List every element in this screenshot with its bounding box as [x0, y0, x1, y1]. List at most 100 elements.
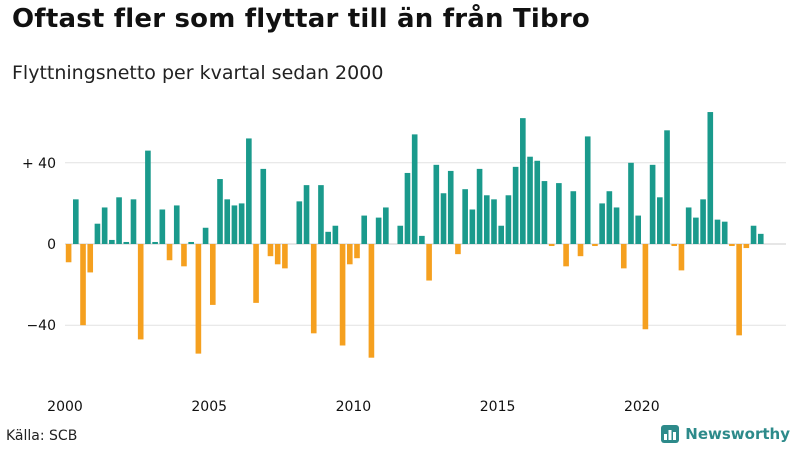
y-axis: −40 0 + 40	[22, 156, 56, 334]
bar	[375, 217, 382, 244]
bar	[94, 223, 101, 244]
bar	[570, 191, 577, 244]
bar	[73, 199, 79, 244]
bar	[700, 199, 706, 244]
bar	[274, 244, 281, 265]
x-tick-label: 2015	[480, 399, 516, 415]
bar	[101, 207, 108, 244]
bar	[137, 244, 144, 340]
source-note: Källa: SCB	[6, 428, 78, 444]
bar	[109, 239, 115, 244]
bar	[678, 244, 685, 271]
bar	[411, 134, 418, 244]
bar	[202, 227, 209, 244]
newsworthy-logo[interactable]: Newsworthy	[661, 425, 790, 443]
bar	[541, 181, 548, 244]
bar	[721, 221, 728, 244]
bar	[563, 244, 569, 267]
bar	[628, 162, 634, 244]
bar	[649, 164, 656, 244]
bar	[224, 199, 231, 244]
bar	[693, 217, 699, 244]
bar	[606, 191, 613, 244]
bar	[87, 244, 94, 273]
bar	[354, 244, 360, 259]
bar	[664, 130, 670, 244]
bar	[217, 179, 223, 244]
bar	[65, 244, 72, 263]
gridlines	[65, 162, 786, 326]
bar	[116, 197, 122, 244]
bar	[592, 244, 598, 247]
bar	[152, 241, 158, 244]
bar	[613, 207, 620, 244]
bar	[181, 244, 187, 267]
bar	[310, 244, 317, 334]
y-tick-label: −40	[26, 318, 56, 334]
bar	[426, 244, 432, 281]
bar	[123, 241, 130, 244]
bar	[188, 241, 194, 244]
bar	[599, 203, 605, 244]
bar	[642, 244, 649, 330]
bar	[440, 193, 447, 244]
bar	[296, 201, 303, 244]
bar	[209, 244, 216, 305]
bar	[584, 136, 591, 244]
bar	[339, 244, 346, 346]
bar	[505, 195, 512, 244]
x-tick-label: 2005	[191, 399, 227, 415]
bar	[318, 185, 324, 244]
chart-title: Oftast fler som flyttar till än från Tib…	[12, 4, 590, 34]
chart-logo-icon	[661, 425, 680, 443]
bar	[145, 150, 151, 244]
bar	[743, 244, 750, 249]
bar	[757, 233, 764, 244]
bar	[714, 219, 721, 244]
bar	[260, 168, 267, 244]
bar	[729, 244, 735, 247]
bar	[303, 185, 310, 244]
x-axis: 2000 2005 2010 2015 2020	[47, 399, 659, 415]
bar	[325, 231, 331, 244]
bar	[433, 164, 440, 244]
bar	[419, 235, 425, 244]
y-tick-label: + 40	[22, 156, 56, 172]
bars	[65, 112, 764, 358]
bar	[267, 244, 274, 257]
bar	[159, 209, 166, 244]
bar	[447, 170, 454, 244]
bar	[635, 215, 641, 244]
bar	[657, 197, 663, 244]
chart-subtitle: Flyttningsnetto per kvartal sedan 2000	[12, 62, 384, 84]
bar	[556, 183, 562, 244]
bar	[361, 215, 368, 244]
x-tick-label: 2010	[336, 399, 372, 415]
bar	[520, 118, 526, 244]
bar	[238, 203, 245, 244]
bar	[195, 244, 202, 354]
bar	[736, 244, 742, 336]
bar	[707, 112, 714, 244]
bar	[253, 244, 259, 303]
bar	[166, 244, 173, 261]
bar	[455, 244, 461, 255]
bar	[231, 205, 238, 244]
bar	[332, 225, 339, 244]
bar	[462, 189, 468, 244]
bar	[548, 244, 555, 247]
bar	[130, 199, 137, 244]
bar	[620, 244, 627, 269]
bar	[512, 166, 519, 244]
bar	[383, 207, 389, 244]
bar	[404, 172, 411, 244]
bar	[80, 244, 86, 326]
bar	[476, 168, 483, 244]
bar	[246, 138, 252, 244]
bar	[469, 209, 476, 244]
bar	[498, 225, 505, 244]
y-tick-label: 0	[47, 237, 56, 253]
x-tick-label: 2020	[624, 399, 660, 415]
bar	[368, 244, 375, 358]
bar	[671, 244, 678, 247]
